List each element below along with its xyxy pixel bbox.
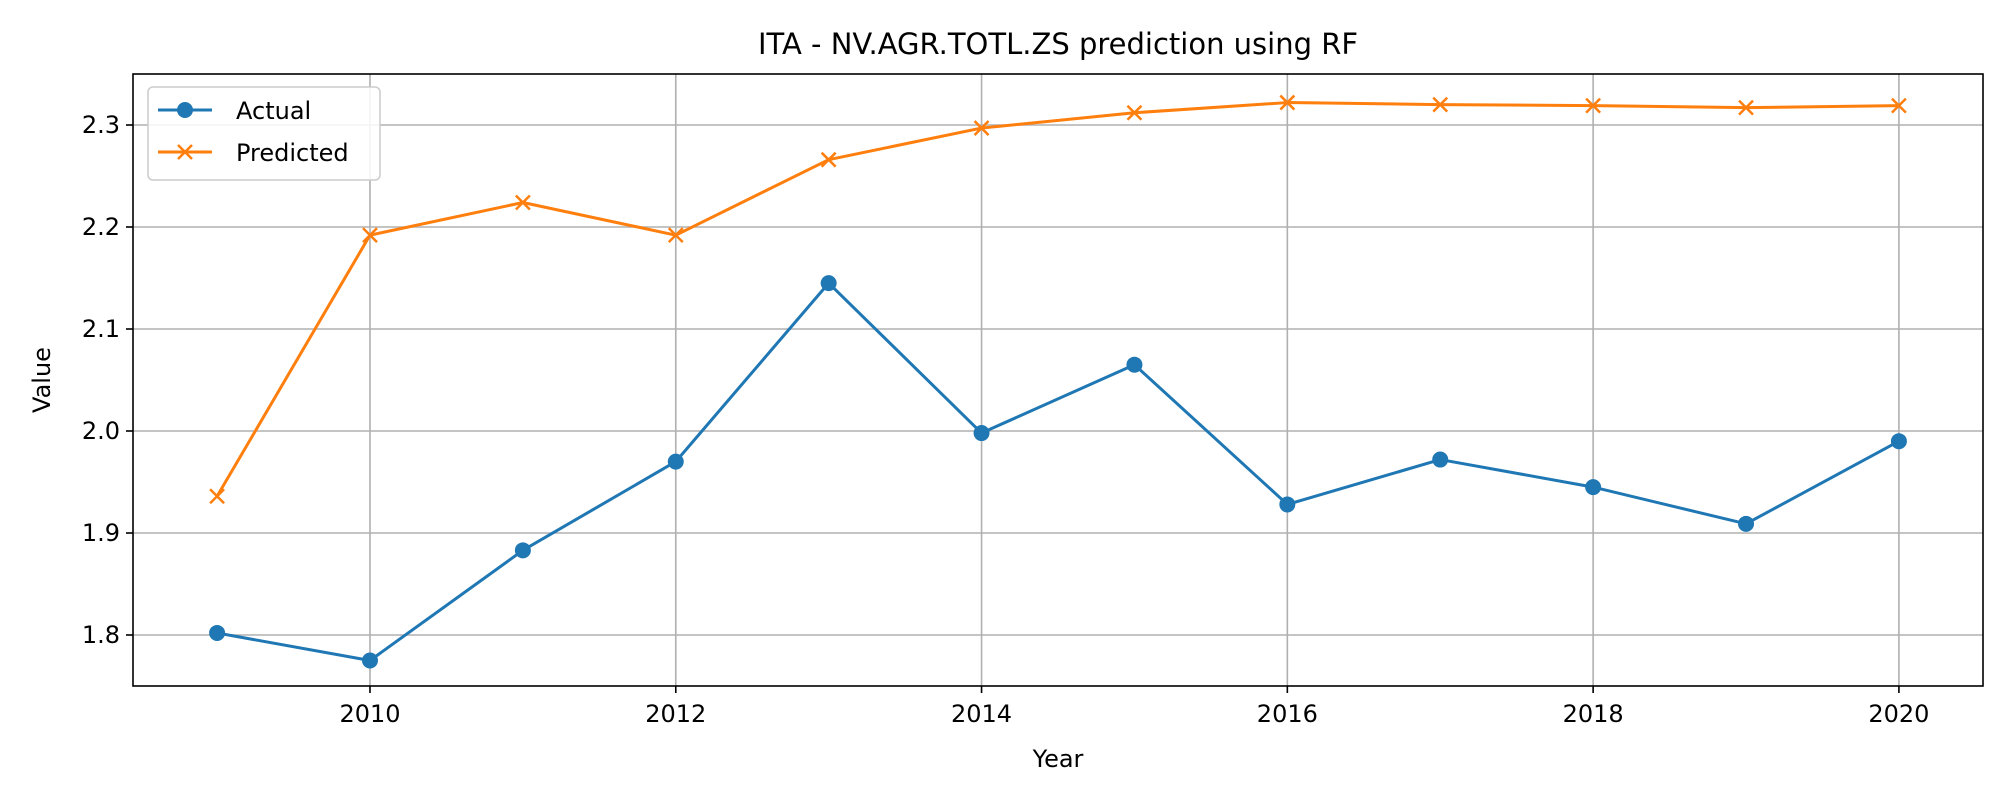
actual-point: [1279, 496, 1296, 513]
legend-predicted-label: Predicted: [236, 139, 349, 167]
y-tick-label: 2.1: [82, 315, 120, 343]
predicted-point: [1891, 97, 1907, 114]
x-tick-label: 2016: [1257, 700, 1318, 728]
actual-point: [1126, 356, 1143, 373]
actual-line: [216, 281, 1900, 662]
x-tick-label: 2014: [951, 700, 1012, 728]
predicted-point: [1432, 96, 1449, 113]
predicted-point: [1585, 97, 1602, 114]
y-tick-label: 2.0: [82, 417, 120, 445]
actual-point: [514, 542, 531, 559]
legend-predicted-marker: [177, 144, 193, 160]
predicted-point: [973, 120, 990, 136]
predicted-point: [1279, 94, 1296, 111]
actual-point: [1585, 479, 1602, 496]
actual-point: [361, 652, 378, 669]
legend-actual-label: Actual: [236, 97, 311, 125]
predicted-point: [667, 227, 684, 244]
y-tick-label: 1.8: [82, 621, 120, 649]
predicted-series: [209, 94, 1907, 505]
actual-point: [820, 275, 837, 292]
y-tick-label: 1.9: [82, 519, 120, 547]
actual-point: [667, 453, 684, 470]
legend-actual-marker: [177, 102, 193, 118]
x-tick-label: 2020: [1868, 700, 1929, 728]
actual-point: [209, 624, 226, 641]
actual-point: [1432, 451, 1449, 468]
grid: [133, 74, 1983, 686]
predicted-point: [514, 194, 531, 211]
actual-series: [209, 275, 1907, 669]
x-axis-label: Year: [1032, 745, 1084, 773]
y-axis-label: Value: [28, 347, 56, 413]
x-tick-label: 2018: [1563, 700, 1624, 728]
x-tick-label: 2010: [339, 700, 400, 728]
x-tick-label: 2012: [645, 700, 706, 728]
y-tick-label: 2.2: [82, 213, 120, 241]
axis-ticks: 2010 2012 2014 2016 2018 2020 1.8 1.9 2.0 2.1 2.2 2…: [82, 111, 1930, 728]
predicted-point: [820, 151, 837, 168]
predicted-point: [1738, 99, 1754, 116]
predicted-point: [362, 227, 378, 244]
chart-title: ITA - NV.AGR.TOTL.ZS prediction using RF: [758, 27, 1358, 61]
series-layer: [209, 94, 1907, 669]
plot-frame: [132, 73, 1984, 687]
y-tick-label: 2.3: [82, 111, 120, 139]
predicted-point: [1126, 104, 1143, 121]
predicted-point: [209, 488, 225, 505]
legend: Actual Predicted: [147, 86, 381, 181]
actual-point: [1738, 515, 1755, 532]
predicted-line: [215, 101, 1899, 498]
actual-point: [1890, 433, 1907, 450]
actual-point: [973, 425, 990, 442]
